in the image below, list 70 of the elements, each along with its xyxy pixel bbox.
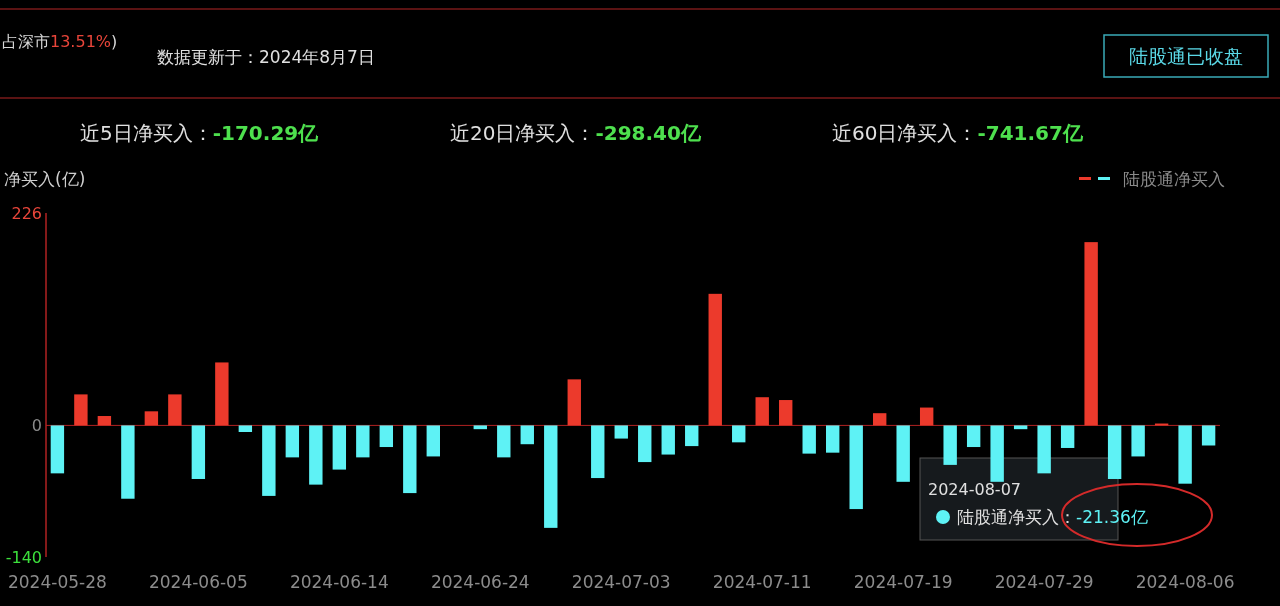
bar [238,425,253,432]
y-tick-label: 226 [11,203,42,223]
bar [50,425,65,474]
y-tick-label: -140 [5,547,42,567]
x-tick-label: 2024-07-29 [994,572,1094,592]
x-tick-label: 2024-05-28 [8,572,107,592]
text: 近60日净买入：-741.67亿 [832,121,1084,145]
bar [614,425,628,439]
x-tick-label: 2024-08-06 [1135,572,1235,592]
bar [262,425,276,496]
bar [943,425,957,465]
bar [191,425,206,479]
x-tick-label: 2024-06-24 [430,572,530,592]
bar [849,425,863,510]
bar [826,425,840,453]
text: 陆股通已收盘 [1129,45,1243,67]
annotation: 2024-08-07 [928,480,1021,499]
x-tick-label: 2024-07-19 [853,572,953,592]
bar [426,425,440,457]
bar [685,425,699,447]
bar [332,425,347,470]
bar [473,425,487,430]
bar [356,425,370,458]
bar [168,394,182,426]
bar [919,407,934,426]
bar [1178,425,1192,484]
annotation: 陆股通净买入：-21.36亿 [957,507,1148,527]
bar [520,425,534,445]
x-tick-label: 2024-06-05 [148,572,248,592]
bar [215,362,229,426]
bar [97,416,112,426]
bar [966,425,981,448]
bar [1201,425,1216,446]
bar [755,397,769,426]
bar [1037,425,1051,474]
bar [661,425,675,455]
bar [591,425,605,479]
y-axis-title: 净买入(亿) [4,169,86,189]
bar [403,425,417,494]
x-tick-label: 2024-07-11 [712,572,812,592]
bar [708,293,722,426]
bar [285,425,300,458]
bar [121,425,135,499]
chart-subtitle: 数据更新于：2024年8月7日 [157,47,375,67]
bar [567,379,581,426]
bar [309,425,323,485]
bar [1084,242,1098,426]
bar [1107,425,1122,479]
bar [497,425,511,458]
bar [74,394,88,426]
bar [872,413,887,426]
bar [379,425,394,448]
y-tick-label: 0 [31,416,42,436]
x-tick-label: 2024-07-03 [571,572,671,592]
text: 近5日净买入：-170.29亿 [80,121,320,145]
bar [1013,425,1028,430]
bar [144,411,159,426]
bar [779,400,793,426]
bar [1060,425,1075,448]
bar [732,425,746,443]
legend-label: 陆股通净买入 [1123,169,1225,189]
text: 近20日净买入：-298.40亿 [450,121,702,145]
bar [638,425,652,463]
x-tick-label: 2024-06-14 [289,572,389,592]
bar [1131,425,1145,457]
bar [544,425,558,528]
bar [990,425,1004,482]
bar [802,425,816,454]
bar [896,425,910,482]
text: 占深市13.51%) [2,32,118,51]
